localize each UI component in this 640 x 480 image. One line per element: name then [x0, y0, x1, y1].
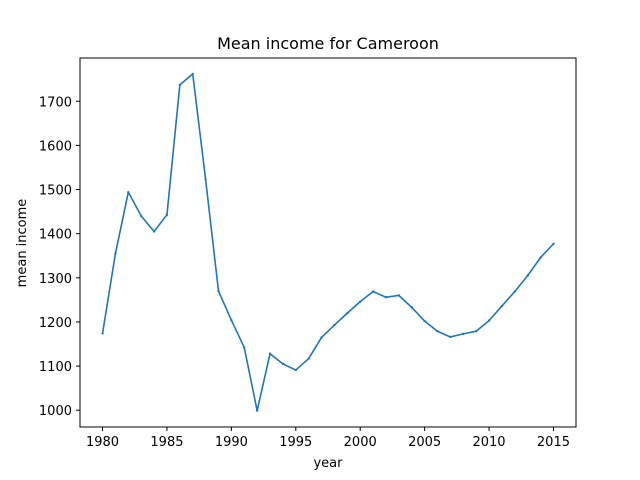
data-point: [552, 242, 555, 246]
x-tick-label: 1980: [86, 435, 119, 450]
y-tick-label: 1400: [39, 228, 72, 243]
data-point: [127, 190, 130, 194]
data-point: [474, 330, 478, 333]
data-point: [165, 213, 169, 216]
data-point: [462, 332, 465, 336]
data-point: [268, 352, 272, 355]
data-point: [281, 362, 285, 366]
y-tick-label: 1300: [39, 272, 72, 287]
data-point: [178, 83, 182, 87]
data-point: [526, 274, 529, 277]
y-tick-label: 1000: [39, 404, 72, 419]
y-tick-label: 1700: [39, 95, 72, 110]
x-tick-label: 1990: [215, 435, 248, 450]
chart-title: Mean income for Cameroon: [217, 34, 439, 53]
data-point: [513, 290, 517, 293]
data-point: [230, 318, 233, 322]
data-point: [487, 319, 491, 322]
x-axis-label: year: [313, 456, 343, 471]
data-point: [191, 72, 194, 76]
data-point: [333, 323, 336, 327]
data-point: [255, 409, 259, 412]
data-point: [152, 230, 156, 233]
data-point: [500, 304, 504, 308]
data-point: [449, 335, 452, 339]
data-point: [397, 294, 401, 297]
data-point: [436, 330, 439, 333]
data-point: [294, 368, 297, 372]
data-point: [371, 290, 375, 293]
x-tick-label: 1995: [279, 435, 312, 450]
data-point: [346, 311, 349, 315]
y-tick-label: 1600: [39, 139, 72, 154]
series-line: [101, 73, 555, 412]
data-point: [204, 178, 207, 181]
data-point: [384, 296, 388, 299]
data-point: [423, 319, 426, 323]
plot-area: [101, 72, 555, 412]
data-point: [539, 256, 542, 259]
x-tick-label: 2000: [344, 435, 377, 450]
y-axis-label: mean income: [15, 199, 30, 288]
data-point: [114, 252, 117, 255]
x-tick-label: 1985: [150, 435, 183, 450]
data-point: [307, 357, 310, 360]
x-tick-label: 2015: [537, 435, 570, 450]
data-point: [217, 289, 220, 293]
data-points: [101, 72, 555, 412]
x-axis: 1980 1985 1990 1995 2000 2005 2010 2015: [86, 427, 570, 450]
data-point: [359, 300, 362, 303]
y-tick-label: 1100: [39, 360, 72, 375]
data-point: [243, 346, 246, 349]
y-tick-label: 1200: [39, 316, 72, 331]
x-tick-label: 2005: [408, 435, 441, 450]
y-axis: 1000 1100 1200 1300 1400 1500 1600 1700: [39, 95, 80, 419]
data-point: [410, 306, 413, 309]
data-point: [139, 214, 143, 218]
data-point: [101, 332, 104, 335]
y-tick-label: 1500: [39, 184, 72, 199]
axes-frame: [79, 57, 577, 428]
data-point: [320, 336, 323, 339]
x-tick-label: 2010: [472, 435, 505, 450]
